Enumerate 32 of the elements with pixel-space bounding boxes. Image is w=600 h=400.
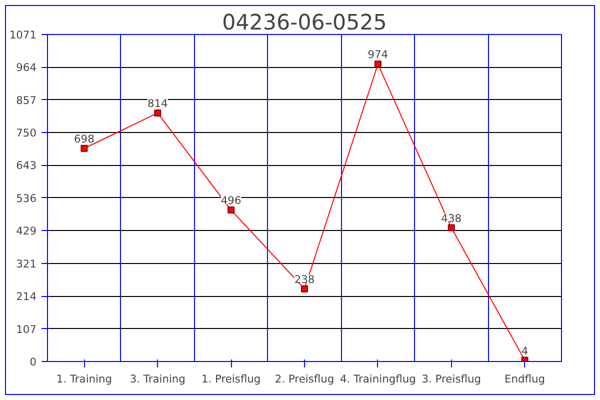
y-tick-label: 857 (16, 94, 37, 107)
x-tick-label: 2. Preisflug (274, 372, 334, 386)
point (374, 60, 382, 68)
x-tick-label: Endflug (504, 372, 546, 386)
data-label: 496 (220, 194, 242, 208)
y-tick-label: 107 (16, 322, 37, 336)
y-tick-label: 321 (16, 257, 37, 270)
x-tick-label: 3. Preisflug (422, 372, 481, 386)
point (80, 144, 88, 152)
y-tick-label: 214 (16, 290, 37, 304)
data-label: 4 (521, 344, 528, 358)
x-tick-label: 1. Training (56, 372, 112, 386)
x-tick-label: 3. Training (130, 372, 186, 386)
y-tick-label: 0 (30, 356, 37, 368)
x-tick-label: 1. Preisflug (201, 372, 261, 386)
point (154, 109, 162, 116)
point (228, 206, 235, 214)
data-label: 698 (74, 132, 95, 146)
y-tick-label: 1071 (9, 28, 37, 42)
data-label: 438 (441, 212, 462, 225)
data-label: 238 (294, 272, 315, 286)
y-tick-label: 964 (16, 61, 37, 74)
point (448, 224, 455, 232)
data-label: 974 (368, 48, 388, 62)
y-tick-label: 429 (16, 224, 37, 238)
x-tick-label: 4. Trainingflug (340, 372, 416, 386)
chart-title: 04236-06-0525 (222, 10, 387, 36)
y-tick-label: 536 (16, 192, 37, 205)
point (301, 285, 308, 292)
y-tick-label: 750 (16, 126, 37, 140)
y-tick-label: 643 (16, 159, 37, 172)
data-label: 814 (147, 96, 168, 110)
